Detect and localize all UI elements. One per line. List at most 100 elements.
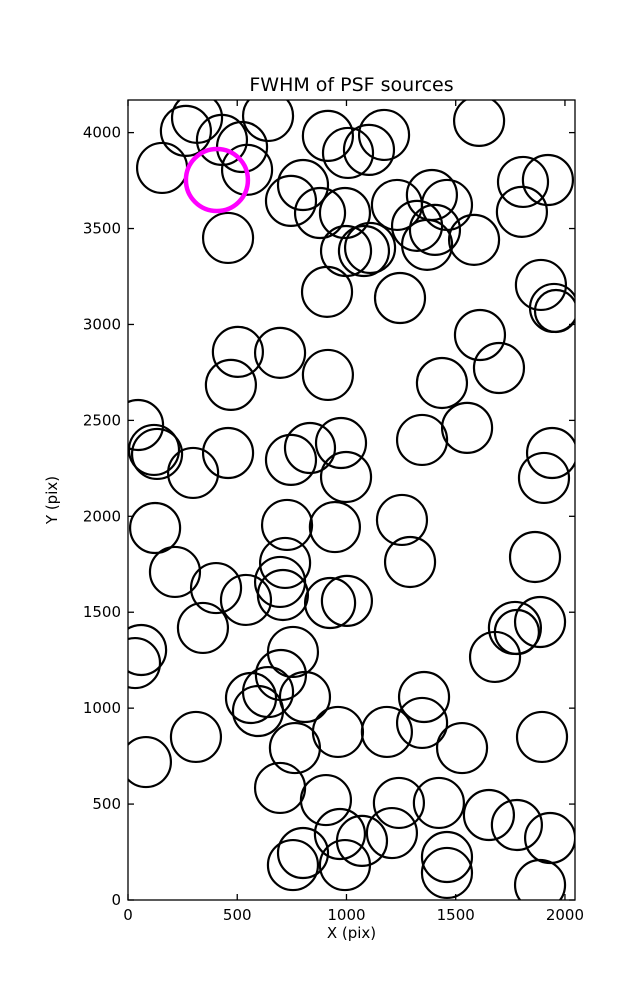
psf-source-circle [397, 670, 451, 724]
markers-group [128, 100, 575, 900]
psf-source-circle [514, 258, 568, 312]
psf-source-circle [308, 500, 361, 554]
psf-source-circle [420, 846, 474, 900]
psf-source-circle [128, 398, 165, 452]
highlighted-source-circle [183, 146, 251, 214]
psf-source-circle [128, 423, 181, 477]
chart-title: FWHM of PSF sources [249, 74, 453, 96]
psf-source-circle [517, 451, 571, 505]
y-tick-label: 1000 [83, 699, 121, 717]
tick-labels-group: 0 500 1000 1500 2000 0 500 1000 1500 2000 2500 3000… [83, 124, 584, 924]
psf-source-circle [525, 426, 575, 480]
psf-source-circle [342, 123, 396, 176]
psf-source-circle [383, 535, 437, 589]
psf-source-circle [321, 126, 375, 180]
psf-source-circle [447, 213, 501, 266]
psf-source-circle [453, 308, 507, 362]
psf-source-circle [405, 168, 458, 222]
psf-source-circle [320, 574, 374, 628]
psf-source-circle [219, 573, 273, 627]
psf-source-circle [303, 576, 357, 630]
psf-source-circle [264, 174, 318, 228]
psf-source-circle [293, 186, 347, 240]
psf-source-circle [513, 595, 567, 649]
psf-source-circle [435, 721, 489, 775]
psf-source-circle [130, 427, 184, 481]
psf-source-circle [300, 265, 354, 318]
psf-source-circle [365, 806, 419, 860]
psf-source-circle [524, 811, 575, 865]
psf-source-circle [135, 141, 189, 195]
psf-source-circle [318, 186, 372, 240]
psf-source-circle [276, 158, 330, 212]
psf-source-circle [176, 601, 230, 655]
psf-source-circle [128, 735, 173, 789]
psf-source-circle [313, 807, 367, 861]
psf-source-circle [189, 561, 243, 615]
psf-source-circle [258, 536, 312, 590]
psf-source-circle [311, 705, 365, 759]
psf-source-circle [395, 413, 449, 467]
psf-source-circle [408, 203, 462, 256]
psf-source-circle [375, 493, 429, 547]
psf-source-circle [253, 761, 307, 815]
psf-source-circle [201, 211, 255, 265]
x-axis-label: X (pix) [327, 924, 376, 942]
psf-source-circle [343, 221, 397, 275]
x-tick-label: 2000 [546, 906, 584, 924]
psf-source-circle [496, 155, 550, 209]
psf-source-circle [533, 288, 575, 334]
y-tick-label: 2000 [83, 507, 121, 525]
psf-source-circle [128, 623, 168, 677]
y-tick-label: 2500 [83, 411, 121, 429]
psf-source-circle [521, 153, 575, 207]
y-tick-label: 0 [111, 891, 121, 909]
psf-source-circle [495, 185, 549, 238]
psf-source-circle [513, 858, 567, 900]
psf-source-circle [253, 326, 307, 379]
psf-source-circle [224, 671, 278, 725]
axes-frame [127, 99, 576, 901]
psf-source-circle [256, 568, 309, 622]
psf-source-circle [211, 325, 264, 378]
psf-source-circle [395, 696, 449, 750]
psf-source-circle [508, 530, 562, 584]
psf-source-circle [490, 798, 543, 852]
psf-source-circle [167, 446, 220, 500]
y-axis-label: Y (pix) [43, 476, 61, 525]
psf-source-circle [360, 705, 413, 759]
psf-source-circle [260, 498, 314, 552]
psf-source-circle [241, 100, 295, 143]
psf-source-circle [276, 826, 330, 880]
psf-source-circle [412, 776, 465, 830]
psf-source-circle [220, 143, 274, 196]
psf-source-circle [299, 773, 353, 827]
psf-source-circle [337, 224, 391, 278]
psf-source-circle [301, 109, 355, 162]
y-tick-label: 3500 [83, 220, 121, 238]
psf-source-circle [420, 830, 474, 884]
psf-source-circle [314, 416, 368, 470]
psf-source-circle [468, 630, 522, 684]
x-tick-label: 1000 [327, 906, 365, 924]
psf-source-circle [128, 501, 182, 555]
psf-source-circle [373, 271, 427, 325]
psf-source-circle [266, 625, 320, 679]
psf-source-circle [169, 710, 223, 764]
y-tick-label: 1500 [83, 603, 121, 621]
psf-source-circle [231, 684, 285, 738]
psf-source-circle [415, 356, 469, 410]
psf-source-circle [241, 665, 295, 719]
psf-source-circle [318, 838, 372, 892]
x-tick-label: 0 [123, 906, 133, 924]
psf-source-circle [370, 178, 424, 232]
y-tick-label: 3000 [83, 315, 121, 333]
y-tick-label: 500 [92, 795, 121, 813]
ticks-group [127, 100, 575, 901]
y-tick-label: 4000 [83, 124, 121, 142]
psf-source-circle [283, 421, 337, 475]
psf-source-circle [201, 426, 255, 480]
psf-source-circle [319, 450, 373, 504]
